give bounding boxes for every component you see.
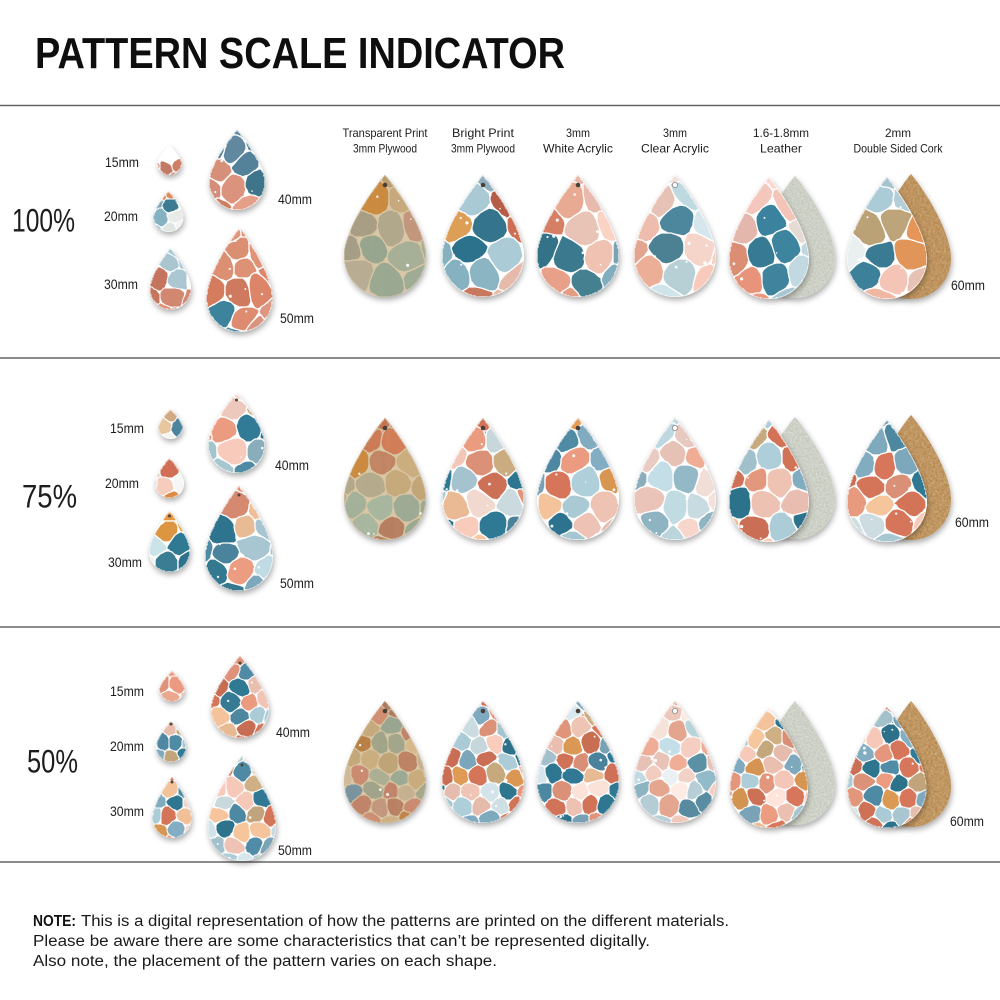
svg-text:30mm: 30mm <box>110 804 144 819</box>
svg-text:75%: 75% <box>22 479 77 515</box>
svg-text:15mm: 15mm <box>105 155 139 170</box>
svg-text:Please be aware there are some: Please be aware there are some character… <box>33 933 650 950</box>
svg-text:2mm: 2mm <box>885 126 911 140</box>
svg-text:50mm: 50mm <box>278 843 312 858</box>
svg-text:60mm: 60mm <box>955 515 989 530</box>
svg-text:PATTERN SCALE INDICATOR: PATTERN SCALE INDICATOR <box>35 30 565 78</box>
svg-text:Double Sided Cork: Double Sided Cork <box>854 142 944 156</box>
svg-text:60mm: 60mm <box>950 814 984 829</box>
svg-text:40mm: 40mm <box>275 458 309 473</box>
svg-text:3mm Plywood: 3mm Plywood <box>353 142 417 156</box>
svg-text:15mm: 15mm <box>110 421 144 436</box>
svg-text:50%: 50% <box>27 744 78 780</box>
svg-text:40mm: 40mm <box>278 192 312 207</box>
svg-text:20mm: 20mm <box>104 209 138 224</box>
svg-text:30mm: 30mm <box>108 555 142 570</box>
svg-text:Also note, the placement of th: Also note, the placement of the pattern … <box>33 953 497 970</box>
svg-text:50mm: 50mm <box>280 311 314 326</box>
svg-text:3mm: 3mm <box>566 126 590 140</box>
svg-text:Bright Print: Bright Print <box>452 126 515 140</box>
svg-text:100%: 100% <box>12 203 75 239</box>
svg-text:60mm: 60mm <box>951 278 985 293</box>
svg-text:3mm Plywood: 3mm Plywood <box>451 142 515 156</box>
svg-text:Leather: Leather <box>760 142 802 156</box>
svg-text:20mm: 20mm <box>110 739 144 754</box>
svg-text:3mm: 3mm <box>663 126 687 140</box>
svg-text:50mm: 50mm <box>280 576 314 591</box>
svg-text:NOTE:: NOTE: <box>33 913 76 930</box>
svg-text:15mm: 15mm <box>110 684 144 699</box>
svg-text:This is a digital representati: This is a digital representation of how … <box>81 913 729 930</box>
svg-text:Transparent Print: Transparent Print <box>343 126 429 140</box>
svg-text:30mm: 30mm <box>104 277 138 292</box>
svg-text:20mm: 20mm <box>105 476 139 491</box>
svg-text:Clear Acrylic: Clear Acrylic <box>641 142 709 156</box>
svg-text:White Acrylic: White Acrylic <box>543 142 613 156</box>
svg-text:1.6-1.8mm: 1.6-1.8mm <box>753 126 809 140</box>
svg-text:40mm: 40mm <box>276 725 310 740</box>
